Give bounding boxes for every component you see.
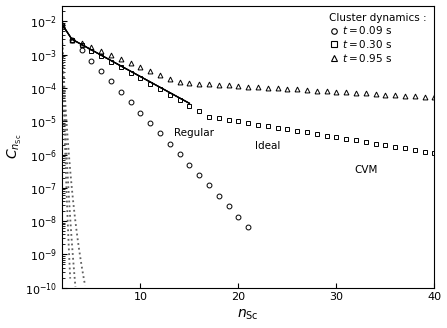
Text: CVM: CVM xyxy=(354,165,377,175)
Text: Regular: Regular xyxy=(174,128,214,138)
X-axis label: $n_{\mathrm{Sc}}$: $n_{\mathrm{Sc}}$ xyxy=(237,308,259,322)
Text: Ideal: Ideal xyxy=(255,141,280,151)
Legend: $t = 0.09$ s, $t = 0.30$ s, $t = 0.95$ s: $t = 0.09$ s, $t = 0.30$ s, $t = 0.95$ s xyxy=(327,11,429,66)
Y-axis label: $C_{n_{\mathrm{Sc}}}$: $C_{n_{\mathrm{Sc}}}$ xyxy=(5,134,24,159)
